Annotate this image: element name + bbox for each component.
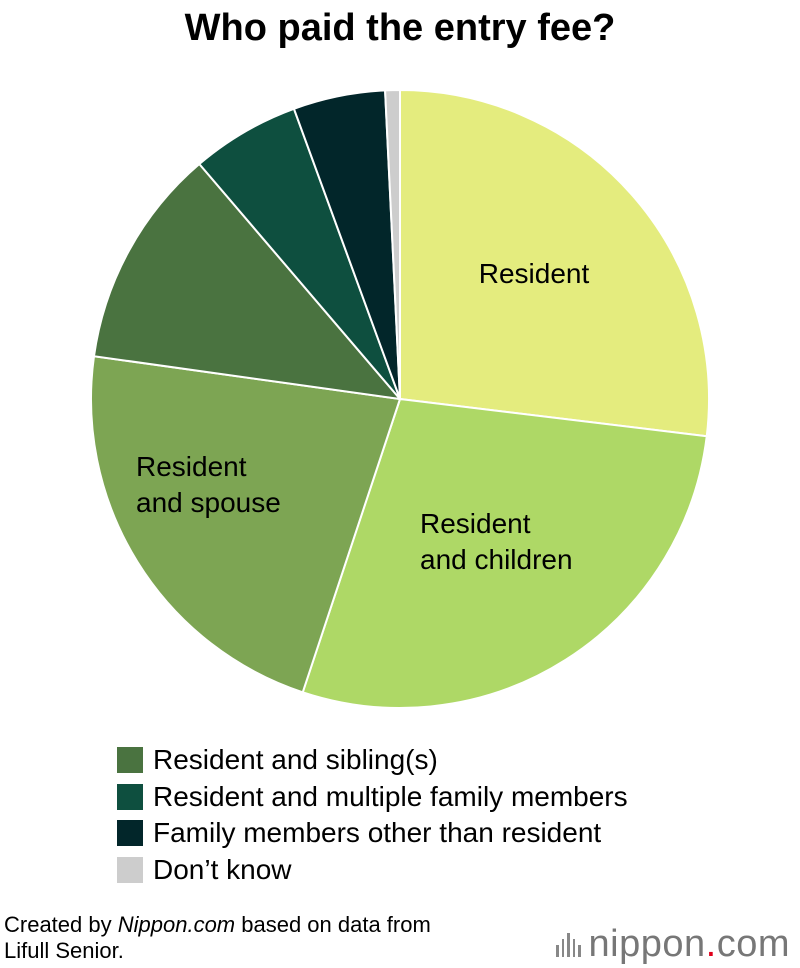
legend-item: Resident and multiple family members [117, 779, 628, 816]
logo-tld: com [716, 923, 790, 965]
pie-slice-resident-and-sibling-s [92, 162, 403, 401]
slice-label: Resident and children [420, 508, 573, 575]
credit-line-2: Lifull Senior. [4, 938, 124, 963]
legend: Resident and sibling(s) Resident and mul… [117, 742, 628, 888]
chart-title: Who paid the entry fee? [184, 7, 616, 49]
legend-swatch [117, 820, 143, 847]
logo-dot: . [705, 923, 717, 965]
slice-label-line: Resident [136, 451, 247, 482]
legend-item: Resident and sibling(s) [117, 742, 628, 779]
legend-item: Family members other than resident [117, 815, 628, 852]
credit-suffix: based on data from [235, 912, 431, 937]
legend-label: Resident and sibling(s) [153, 744, 438, 776]
legend-swatch [117, 783, 143, 810]
pie-slice-resident-and-children [301, 397, 708, 709]
slice-label: Resident [479, 258, 590, 289]
pie-slice-resident-and-spouse [90, 355, 402, 694]
legend-label: Family members other than resident [153, 817, 602, 849]
legend-swatch [117, 747, 143, 774]
slice-label-line: Resident [479, 258, 590, 289]
nippon-logo: nippon. com [556, 922, 790, 966]
slice-label-line: and children [420, 544, 573, 575]
credit-prefix: Created by [4, 912, 118, 937]
logo-name: nippon [588, 923, 706, 965]
logo-bars-icon [556, 931, 581, 957]
legend-swatch [117, 856, 143, 883]
legend-item: Don’t know [117, 852, 628, 889]
pie-slice-don-t-know [384, 88, 401, 400]
slice-label: Resident and spouse [136, 451, 281, 518]
legend-label: Don’t know [153, 853, 292, 885]
pie-chart: Resident Resident and children Resident and … [90, 88, 710, 709]
slice-label-line: and spouse [136, 487, 281, 518]
credit-line-1: Created by Nippon.com based on data from [4, 912, 431, 938]
credit-site: Nippon.com [117, 912, 236, 937]
source-credit: Created by Nippon.com based on data from… [4, 912, 431, 964]
slice-label-line: Resident [420, 508, 531, 539]
pie-slice-resident [399, 88, 710, 438]
legend-label: Resident and multiple family members [153, 780, 628, 812]
